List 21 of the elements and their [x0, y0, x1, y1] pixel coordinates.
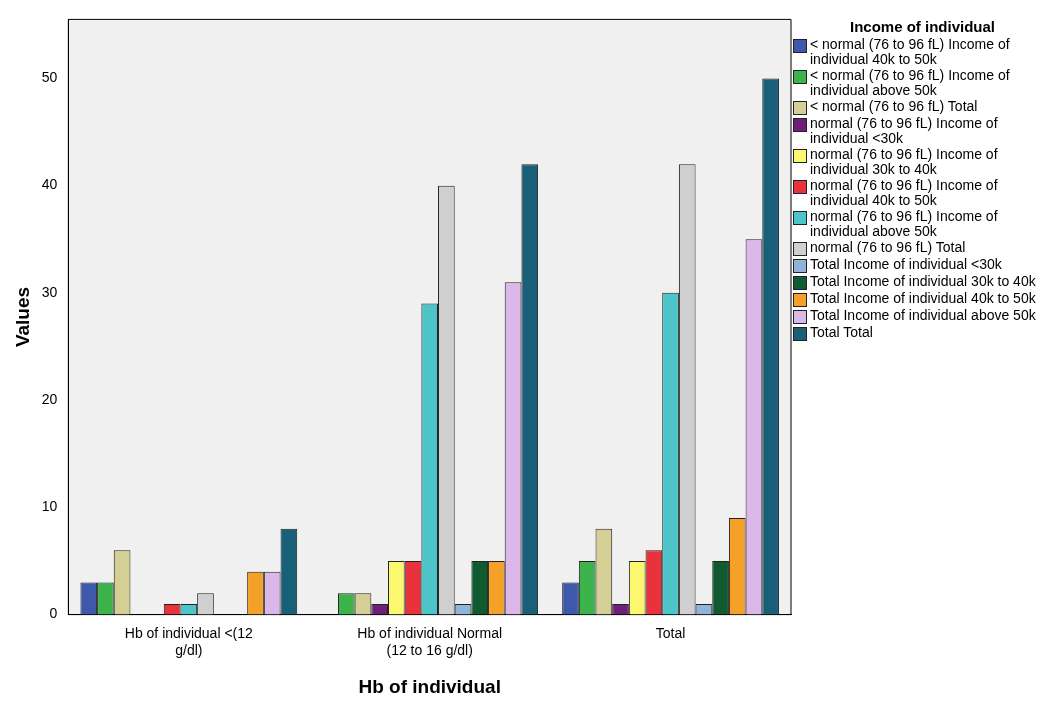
legend-label: normal (76 to 96 fL) Total [810, 239, 966, 255]
legend-label: Total Income of individual 30k to 40k [810, 273, 1036, 289]
legend-label: Total Total [810, 324, 873, 340]
x-tick-label: Hb of individual Normal (12 to 16 g/dl) [357, 624, 503, 658]
y-axis-title: Values [11, 286, 33, 348]
x-axis-title: Hb of individual [358, 675, 501, 697]
y-tick-label: 10 [41, 498, 58, 515]
legend-label: < normal (76 to 96 fL) Income of individual above 50k [810, 67, 1011, 98]
legend-title: Income of individual [849, 18, 996, 35]
x-tick-label: Hb of individual <(12 g/dl) [124, 624, 254, 658]
y-tick-label: 20 [41, 390, 58, 407]
y-tick-label: 0 [49, 605, 58, 622]
legend-label: < normal (76 to 96 fL) Total [810, 98, 978, 114]
legend-label: Total Income of individual above 50k [810, 307, 1036, 323]
y-tick-label: 40 [41, 176, 58, 193]
y-tick-label: 50 [41, 69, 58, 86]
legend-label: Total Income of individual <30k [810, 256, 1002, 272]
y-tick-label: 30 [41, 283, 58, 300]
x-tick-label: Total [655, 624, 686, 641]
legend-label: < normal (76 to 96 fL) Income of individual 40k to 50k [810, 36, 1011, 67]
legend-label: Total Income of individual 40k to 50k [810, 290, 1036, 306]
